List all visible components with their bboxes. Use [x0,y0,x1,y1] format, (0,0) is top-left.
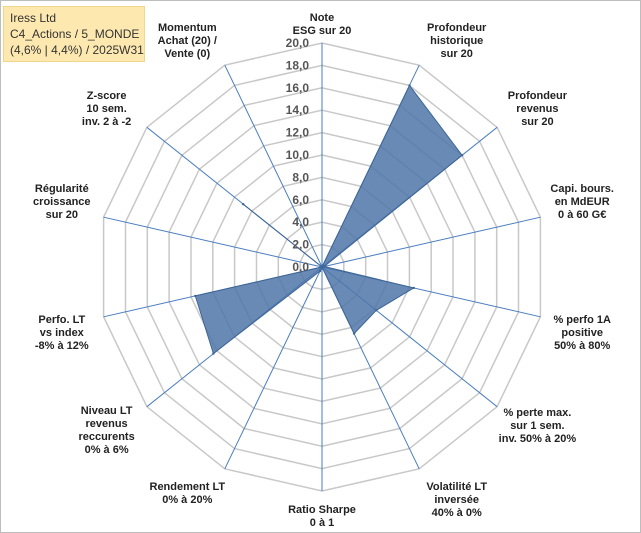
axis-label-line: Z-score [87,90,127,102]
axis-label-line: sur 20 [521,116,553,128]
tick-label: 8,0 [292,170,309,184]
axis-label-line: Capi. bours. [550,183,614,195]
axis-label-line: sur 20 [46,209,78,221]
axis-label-line: 10 sem. [86,103,126,115]
axis-label-line: % perfo 1A [553,314,611,326]
axis-label-line: 0% à 6% [85,444,129,456]
axis-label: Z-score 10 sem. inv. 2 à -2 [82,90,131,128]
axis-spoke [103,216,323,268]
axis-label: Perfo. LT vs index -8% à 12% [35,314,89,352]
info-line-company: Iress Ltd [10,11,57,25]
axis-label-line: revenus [516,103,558,115]
data-point [323,265,326,268]
axis-label-line: positive [561,327,603,339]
axis-label-line: vs index [40,327,85,339]
axis-label-line: Ratio Sharpe [288,504,356,516]
axis-label-line: croissance [33,196,90,208]
data-point [320,265,324,269]
axis-label-line: Profondeur [508,90,568,102]
axis-label-line: Note [310,12,334,24]
axis-label-line: -8% à 12% [35,340,89,352]
data-point [408,84,411,87]
tick-label: 6,0 [292,193,309,207]
axis-label: Capi. bours. en MdEUR 0 à 60 G€ [550,183,614,221]
tick-label: 14,0 [286,103,310,117]
axis-label-line: Profondeur [427,22,487,34]
axis-label-line: revenus [85,418,127,430]
axis-label-line: Régularité [35,183,89,195]
axis-label: % perte max. sur 1 sem. inv. 50% à 20% [499,407,577,445]
axis-label-line: Vente (0) [164,48,210,60]
info-line-perf: (4,6% | 4,4%) / 2025W31 [10,43,144,57]
axis-label: Profondeur historique sur 20 [427,22,487,60]
axis-spoke [224,64,323,268]
tick-label: 10,0 [286,148,310,162]
tick-label: 12,0 [286,126,310,140]
axis-label: Momentum Achat (20) / Vente (0) [158,22,217,60]
axis-label-line: 0% à 20% [162,494,212,506]
data-point [352,332,356,335]
axis-label-line: Achat (20) / [158,35,217,47]
data-point [412,286,415,290]
axis-label-line: en MdEUR [555,196,610,208]
axis-label: % perfo 1A positive 50% à 80% [553,314,611,352]
info-line-category: C4_Actions / 5_MONDE [10,27,140,41]
axis-label: Volatilité LT inversée 40% à 0% [426,481,487,519]
tick-label: 20,0 [286,36,310,50]
axis-label-line: Rendement LT [150,481,226,493]
axis-label: Profondeur revenus sur 20 [508,90,568,128]
data-point [375,309,378,312]
axis-label: Régularité croissance sur 20 [33,183,90,221]
axis-label: Note ESG sur 20 [293,12,352,37]
axis-label-line: Momentum [158,22,217,34]
data-point [242,203,245,206]
axis-label-line: inv. 2 à -2 [82,116,131,128]
axis-label-line: inversée [434,494,479,506]
axis-spoke [321,216,541,268]
axis-label: Rendement LT 0% à 20% [150,481,226,506]
axis-label-line: Perfo. LT [38,314,85,326]
axis-label-line: ESG sur 20 [293,25,352,37]
axis-label: Niveau LT revenus reccurents 0% à 6% [78,405,134,456]
axis-label-line: sur 20 [440,48,472,60]
series-area [194,84,463,355]
axis-label-line: 0 à 1 [310,517,334,529]
tick-label: 4,0 [292,215,309,229]
info-box: Iress Ltd C4_Actions / 5_MONDE (4,6% | 4… [3,6,145,62]
axis-label-line: Niveau LT [81,405,133,417]
tick-label: 16,0 [286,81,310,95]
tick-label: 2,0 [292,238,309,252]
data-point [212,352,215,355]
tick-label: 18,0 [286,58,310,72]
axis-label-line: Volatilité LT [426,481,487,493]
axis-label-line: inv. 50% à 20% [499,433,577,445]
data-point [318,269,322,273]
axis-label-line: reccurents [78,431,134,443]
axis-label-line: % perte max. [503,407,571,419]
axis-label-line: historique [430,35,483,47]
axis-label: Ratio Sharpe 0 à 1 [288,504,356,529]
data-point [460,154,464,157]
axis-label-line: 0 à 60 G€ [558,209,606,221]
data-point [194,294,197,298]
axis-spoke [224,266,323,470]
axis-label-line: 50% à 80% [554,340,610,352]
axis-label-line: 40% à 0% [432,507,482,519]
tick-label: 0,0 [292,260,309,274]
axis-label-line: sur 1 sem. [510,420,564,432]
